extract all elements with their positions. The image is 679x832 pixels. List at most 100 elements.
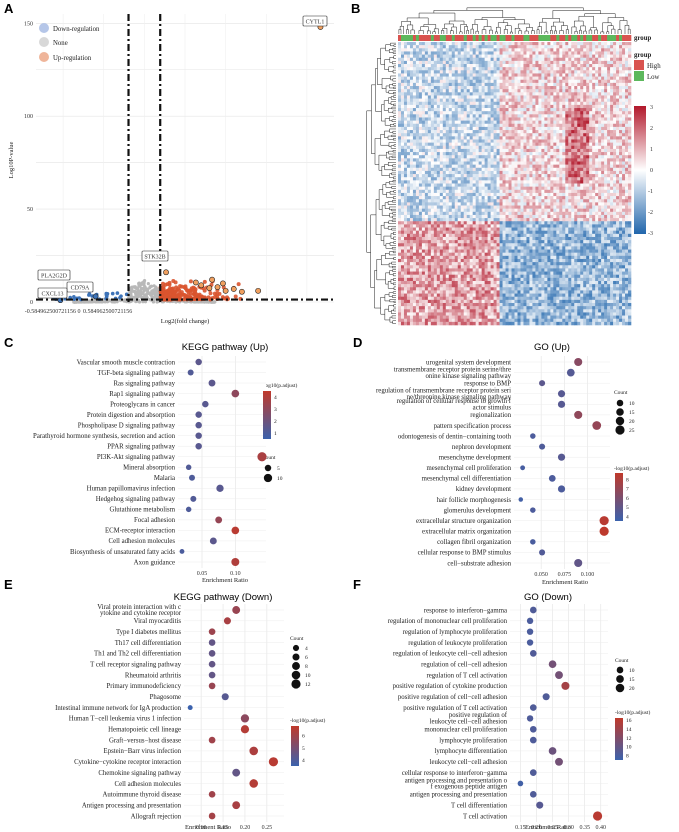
heatmap-cell (460, 136, 465, 140)
heatmap-cell (448, 142, 453, 147)
heatmap-cell (499, 183, 503, 187)
heatmap-cell (514, 42, 518, 46)
heatmap-cell (598, 42, 602, 46)
heatmap-cell (613, 120, 617, 125)
heatmap-cell (466, 180, 470, 184)
heatmap-cell (415, 177, 420, 181)
heatmap-cell (490, 89, 494, 93)
heatmap-cell (436, 42, 441, 46)
heatmap-cell (529, 51, 533, 55)
heatmap-cell (562, 54, 566, 59)
heatmap-cell (445, 177, 450, 181)
heatmap-cell (484, 67, 488, 71)
gene-label-cxcl13: CXCL13 (41, 292, 63, 298)
heatmap-cell (517, 64, 521, 68)
heatmap-cell (499, 92, 503, 96)
heatmap-cell (460, 98, 465, 103)
heatmap-cell (595, 67, 599, 71)
heatmap-cell (398, 189, 402, 194)
heatmap-cell (505, 54, 509, 59)
heatmap-cell (439, 57, 444, 62)
heatmap-cell (403, 89, 408, 93)
heatmap-cell (595, 82, 599, 87)
heatmap-cell (466, 73, 470, 77)
heatmap-cell (403, 164, 408, 169)
heatmap-cell (583, 167, 587, 172)
panel-label-c: C (4, 335, 14, 350)
dendrogram-branch (389, 299, 396, 303)
heatmap-cell (598, 95, 602, 99)
heatmap-cell (556, 130, 560, 134)
heatmap-cell (496, 67, 500, 71)
heatmap-cell (556, 82, 560, 87)
heatmap-cell (583, 161, 587, 165)
heatmap-cell (475, 167, 479, 172)
heatmap-cell (505, 174, 509, 178)
heatmap-cell (550, 73, 554, 77)
heatmap-cell (538, 161, 542, 165)
heatmap-cell (398, 142, 402, 147)
heatmap-cell (487, 104, 491, 109)
heatmap-cell (625, 130, 629, 134)
heatmap-cell (481, 186, 485, 191)
heatmap-cell (538, 180, 542, 184)
heatmap-cell (619, 79, 623, 84)
heatmap-cell (454, 189, 459, 194)
dendrogram-branch (495, 31, 498, 34)
heatmap-cell (463, 167, 468, 172)
heatmap-cell (403, 126, 408, 131)
heatmap-cell (505, 170, 509, 175)
dendrogram-branch (393, 103, 396, 106)
heatmap-cell (598, 145, 602, 150)
heatmap-cell (496, 142, 500, 147)
heatmap-cell (583, 155, 587, 159)
heatmap-cell (553, 114, 557, 118)
heatmap-cell (427, 60, 432, 65)
heatmap-cell (508, 123, 512, 128)
heatmap-cell (589, 117, 593, 121)
heatmap-cell (550, 126, 554, 131)
heatmap-cell (445, 70, 450, 74)
heatmap-cell (442, 64, 447, 68)
heatmap-cell (484, 142, 488, 147)
heatmap-cell (442, 95, 447, 99)
heatmap-cell (430, 148, 435, 153)
heatmap-cell (628, 42, 632, 46)
heatmap-cell (475, 142, 479, 147)
heatmap-cell (496, 82, 500, 87)
heatmap-cell (613, 42, 617, 46)
heatmap-cell (493, 64, 497, 68)
heatmap-cell (427, 148, 432, 153)
heatmap-cell (592, 145, 596, 150)
dendrogram-branch (393, 196, 396, 200)
heatmap-cell (559, 164, 563, 169)
heatmap-cell (451, 101, 456, 106)
heatmap-cell (607, 79, 611, 84)
heatmap-cell (613, 161, 617, 165)
heatmap-cell (601, 139, 605, 143)
group-cell (481, 35, 485, 41)
heatmap-cell (499, 76, 503, 81)
heatmap-cell (505, 161, 509, 165)
heatmap-cell (514, 67, 518, 71)
heatmap-cell (403, 155, 408, 159)
heatmap-cell (580, 126, 584, 131)
heatmap-cell (499, 177, 503, 181)
heatmap-cell (598, 183, 602, 187)
heatmap-cell (601, 117, 605, 121)
heatmap-cell (598, 51, 602, 55)
heatmap-cell (571, 111, 575, 115)
heatmap-cell (532, 130, 536, 134)
heatmap-cell (463, 120, 468, 125)
heatmap-cell (398, 82, 402, 87)
heatmap-cell (619, 104, 623, 109)
heatmap-cell (409, 117, 414, 121)
heatmap-cell (409, 183, 414, 187)
heatmap-cell (418, 95, 423, 99)
heatmap-cell (523, 123, 527, 128)
heatmap-cell (529, 180, 533, 184)
volcano-point-down (87, 293, 91, 297)
heatmap-cell (472, 174, 476, 178)
heatmap-cell (487, 114, 491, 118)
heatmap-cell (463, 95, 468, 99)
